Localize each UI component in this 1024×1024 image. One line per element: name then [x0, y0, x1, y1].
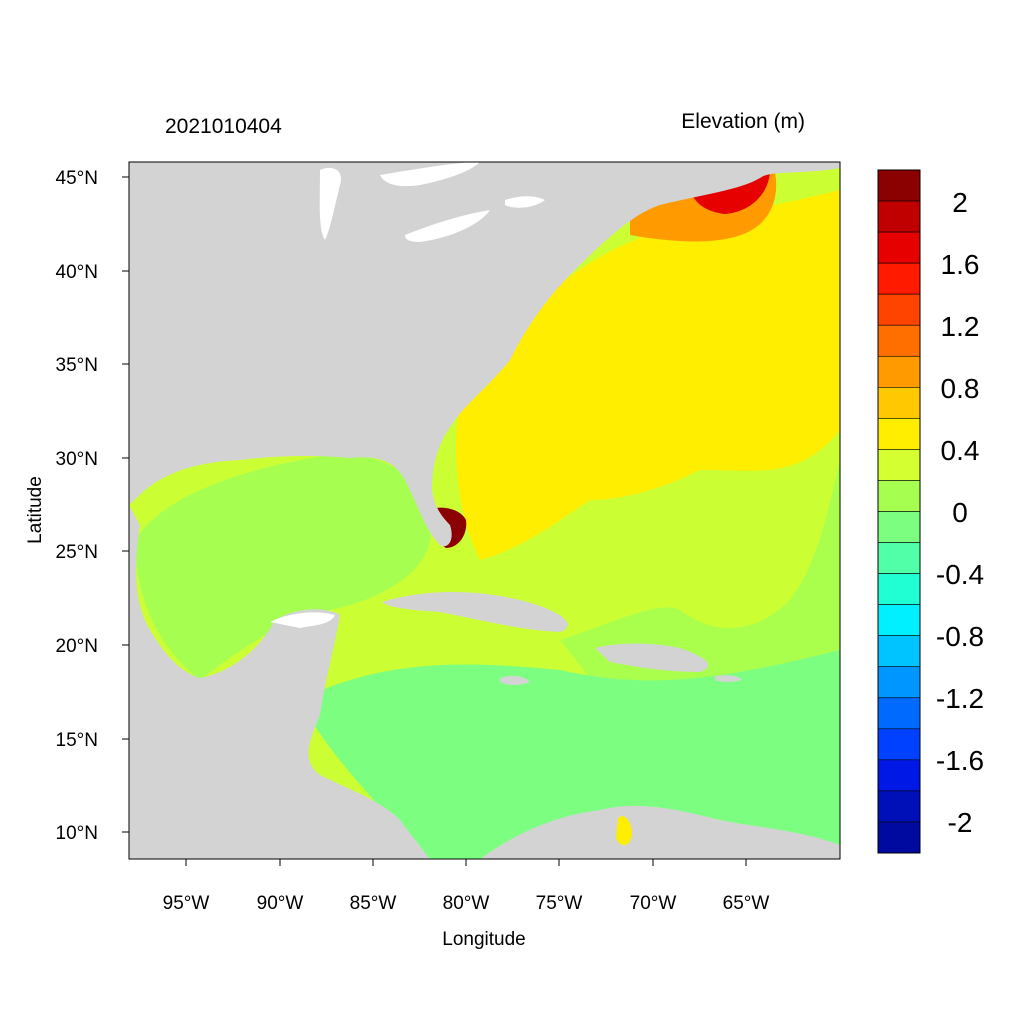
plot-frame [128, 161, 841, 860]
colorbar-swatch [877, 821, 921, 854]
lat-tick-label: 30°N [56, 449, 98, 470]
lat-tick-label: 20°N [56, 636, 98, 657]
colorbar-frame [877, 169, 921, 854]
colorbar-swatch [877, 697, 921, 730]
colorbar-label: 0 [952, 497, 968, 528]
central-america-land [129, 505, 430, 859]
caribbean-region [300, 650, 840, 859]
colorbar-label: -2 [948, 807, 973, 838]
colorbar-label: 1.2 [941, 311, 980, 342]
colorbar-swatch [877, 480, 921, 512]
lat-tick-label: 10°N [56, 823, 98, 844]
colorbar-swatch [877, 262, 921, 295]
gulf-region [135, 454, 432, 680]
timestamp-title: 2021010404 [165, 115, 282, 138]
colorbar-label: 2 [952, 187, 968, 218]
colorbar-swatch [877, 418, 921, 450]
colorbar-swatch [877, 293, 921, 326]
south-america-land [480, 805, 840, 859]
colorbar-swatch [877, 728, 921, 761]
colorbar-swatch [877, 666, 921, 699]
colorbar-label: 1.6 [941, 249, 980, 280]
colorbar-swatch [877, 200, 921, 233]
colorbar-swatch [877, 790, 921, 823]
x-axis-title: Longitude [442, 929, 525, 950]
lake-maracaibo [616, 816, 632, 846]
atlantic-south-region [560, 460, 840, 690]
great-lake-erie [405, 210, 490, 242]
lon-tick-label: 95°W [163, 893, 210, 914]
lat-tick-label: 40°N [56, 262, 98, 283]
lon-tick-label: 65°W [723, 893, 770, 914]
lon-tick-label: 70°W [630, 893, 677, 914]
lat-tick-label: 15°N [56, 730, 98, 751]
colorbar-label: -1.6 [936, 745, 984, 776]
hispaniola-island [595, 643, 709, 672]
cuba-island [382, 591, 568, 632]
lat-tick-label: 45°N [56, 168, 98, 189]
colorbar-swatch [877, 542, 921, 574]
colorbar [877, 169, 921, 854]
variable-title: Elevation (m) [681, 110, 805, 133]
lat-axis: 45°N 40°N 35°N 30°N 25°N 20°N 15°N 10°N [56, 168, 129, 844]
colorbar-swatch [877, 635, 921, 668]
lon-axis: 95°W 90°W 85°W 80°W 75°W 70°W 65°W [163, 859, 770, 914]
colorbar-swatch [877, 231, 921, 264]
yucatan-coast [270, 612, 335, 628]
colorbar-labels: 2 1.6 1.2 0.8 0.4 0 -0.4 -0.8 -1.2 -1.6 … [936, 187, 984, 838]
colorbar-label: -0.8 [936, 621, 984, 652]
map-plot-area [129, 162, 840, 859]
colorbar-swatch [877, 355, 921, 388]
great-lake-michigan [319, 167, 341, 240]
colorbar-swatch [877, 573, 921, 605]
colorbar-swatch [877, 324, 921, 357]
lat-tick-label: 35°N [56, 355, 98, 376]
great-lake-ontario [505, 196, 545, 208]
great-lake-superior [380, 162, 480, 187]
lon-tick-label: 90°W [257, 893, 304, 914]
atlantic-high-region [456, 190, 840, 560]
lon-tick-label: 80°W [443, 893, 490, 914]
colorbar-label: -0.4 [936, 559, 984, 590]
colorbar-label: 0.4 [941, 435, 980, 466]
lat-tick-label: 25°N [56, 542, 98, 563]
lon-tick-label: 75°W [536, 893, 583, 914]
colorbar-label: 0.8 [941, 373, 980, 404]
colorbar-swatch [877, 449, 921, 481]
colorbar-swatch [877, 387, 921, 419]
colorbar-swatch [877, 511, 921, 543]
colorbar-label: -1.2 [936, 683, 984, 714]
colorbar-swatch [877, 759, 921, 792]
jamaica-island [500, 675, 530, 685]
colorbar-swatch [877, 169, 921, 202]
y-axis-title: Latitude [25, 476, 46, 544]
lon-tick-label: 85°W [350, 893, 397, 914]
north-america-land [129, 162, 840, 547]
colorbar-swatch [877, 604, 921, 636]
puerto-rico-island [715, 675, 742, 682]
